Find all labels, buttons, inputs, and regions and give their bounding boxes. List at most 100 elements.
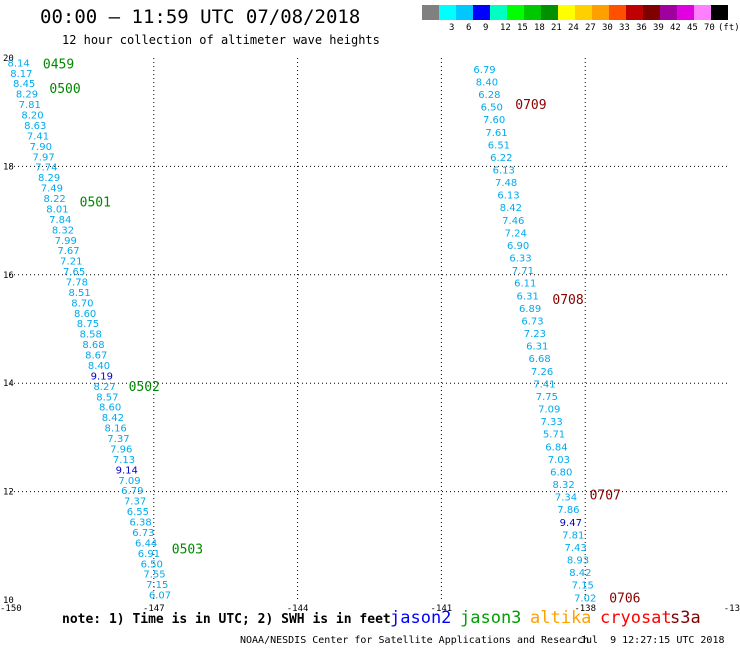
swh-value: 7.15: [146, 580, 168, 591]
swh-value: 8.60: [99, 403, 121, 414]
colorbar-cell: [609, 5, 626, 20]
swh-value: 7.48: [495, 178, 517, 189]
colorbar-label: 18: [534, 23, 545, 33]
swh-value: 6.44: [135, 538, 157, 549]
colorbar-cell: [694, 5, 711, 20]
swh-value: 8.40: [476, 77, 498, 88]
swh-value: 7.24: [505, 228, 527, 239]
x-tick-label: -141: [431, 604, 453, 614]
swh-value: 6.31: [517, 291, 539, 302]
swh-value: 7.02: [574, 593, 596, 604]
grid-lines: [10, 58, 729, 600]
satellite-label-jason3: jason3: [460, 608, 522, 628]
colorbar-cell: [677, 5, 694, 20]
swh-values: 8.148.178.458.297.818.208.637.417.907.97…: [7, 58, 596, 604]
swh-value: 8.51: [68, 288, 90, 299]
colorbar-label: 36: [636, 23, 647, 33]
swh-value: 6.91: [138, 549, 160, 560]
swh-value: 7.71: [512, 266, 534, 277]
time-label: 0459: [43, 57, 74, 72]
colorbar-unit: (ft): [718, 23, 740, 33]
swh-value: 6.51: [488, 140, 510, 151]
swh-value: 6.84: [545, 442, 567, 453]
swh-value: 7.15: [572, 581, 594, 592]
swh-value: 8.40: [88, 361, 110, 372]
colorbar-cell: [711, 5, 728, 20]
colorbar-label: 45: [687, 23, 698, 33]
swh-value: 6.79: [121, 486, 143, 497]
swh-value: 7.86: [557, 505, 579, 516]
swh-value: 5.71: [543, 430, 565, 441]
swh-value: 7.75: [536, 392, 558, 403]
swh-value: 7.23: [524, 329, 546, 340]
swh-value: 6.50: [481, 103, 503, 114]
page-subtitle: 12 hour collection of altimeter wave hei…: [62, 33, 380, 47]
swh-value: 7.03: [548, 455, 570, 466]
swh-value: 8.67: [85, 351, 107, 362]
swh-value: 7.21: [60, 257, 82, 268]
swh-value: 6.79: [473, 65, 495, 76]
swh-value: 7.34: [555, 493, 577, 504]
axis-tick-labels: -150 -147 -144 -141 -138 -13 10 12 14 16 18 20: [0, 54, 740, 614]
swh-value: 8.93: [567, 556, 589, 567]
swh-value: 9.19: [91, 371, 113, 382]
swh-value: 9.47: [560, 518, 582, 529]
swh-value: 7.67: [57, 246, 79, 257]
colorbar-cell: [626, 5, 643, 20]
satellite-label-jason2: jason2: [390, 608, 452, 628]
colorbar-label: 30: [602, 23, 613, 33]
swh-value: 6.68: [529, 354, 551, 365]
swh-value: 9.14: [116, 465, 138, 476]
satellite-label-altika: altika: [530, 608, 592, 628]
swh-value: 8.68: [82, 340, 104, 351]
time-label: 0503: [172, 543, 203, 558]
y-tick-label: 10: [3, 596, 14, 606]
swh-value: 8.57: [96, 392, 118, 403]
swh-value: 8.16: [105, 424, 127, 435]
colorbar-label: 15: [517, 23, 528, 33]
colorbar-cell: [575, 5, 592, 20]
swh-value: 6.13: [493, 165, 515, 176]
swh-value: 8.29: [38, 173, 60, 184]
x-tick-label: -138: [574, 604, 596, 614]
swh-value: 8.32: [52, 225, 74, 236]
x-tick-label: -147: [143, 604, 165, 614]
time-label: 0500: [49, 82, 80, 97]
colorbar-label: 3: [449, 23, 455, 33]
swh-value: 7.74: [35, 163, 57, 174]
satellite-label-s3a: s3a: [670, 608, 701, 628]
colorbar-cell: [592, 5, 609, 20]
colorbar-cell: [558, 5, 575, 20]
footnote: note: 1) Time is in UTC; 2) SWH is in fe…: [62, 612, 391, 627]
colorbar-label: 21: [551, 23, 562, 33]
colorbar-cell: [507, 5, 524, 20]
swh-value: 8.20: [21, 111, 43, 122]
swh-value: 8.42: [500, 203, 522, 214]
swh-value: 8.70: [71, 298, 93, 309]
swh-value: 7.13: [113, 455, 135, 466]
y-tick-label: 16: [3, 271, 14, 281]
swh-value: 8.58: [80, 330, 102, 341]
credit-line: NOAA/NESDIS Center for Satellite Applica…: [240, 635, 590, 646]
swh-value: 7.90: [30, 142, 52, 153]
swh-value: 6.31: [526, 342, 548, 353]
colorbar-cell: [473, 5, 490, 20]
swh-value: 8.60: [74, 309, 96, 320]
x-tick-label: -13: [724, 604, 740, 614]
time-label: 0501: [80, 196, 111, 211]
swh-value: 7.43: [564, 543, 586, 554]
swh-value: 6.89: [519, 304, 541, 315]
colorbar-cell: [643, 5, 660, 20]
swh-value: 6.55: [127, 507, 149, 518]
colorbar-label: 39: [653, 23, 664, 33]
swh-value: 8.42: [569, 568, 591, 579]
swh-value: 8.17: [10, 69, 32, 80]
page-title: 00:00 – 11:59 UTC 07/08/2018: [40, 6, 361, 28]
colorbar-cell: [422, 5, 439, 20]
swh-value: 6.38: [129, 518, 151, 529]
colorbar-label: 6: [466, 23, 472, 33]
swh-value: 7.41: [533, 379, 555, 390]
swh-value: 6.80: [550, 467, 572, 478]
swh-value: 7.55: [143, 570, 165, 581]
colorbar-cell: [490, 5, 507, 20]
